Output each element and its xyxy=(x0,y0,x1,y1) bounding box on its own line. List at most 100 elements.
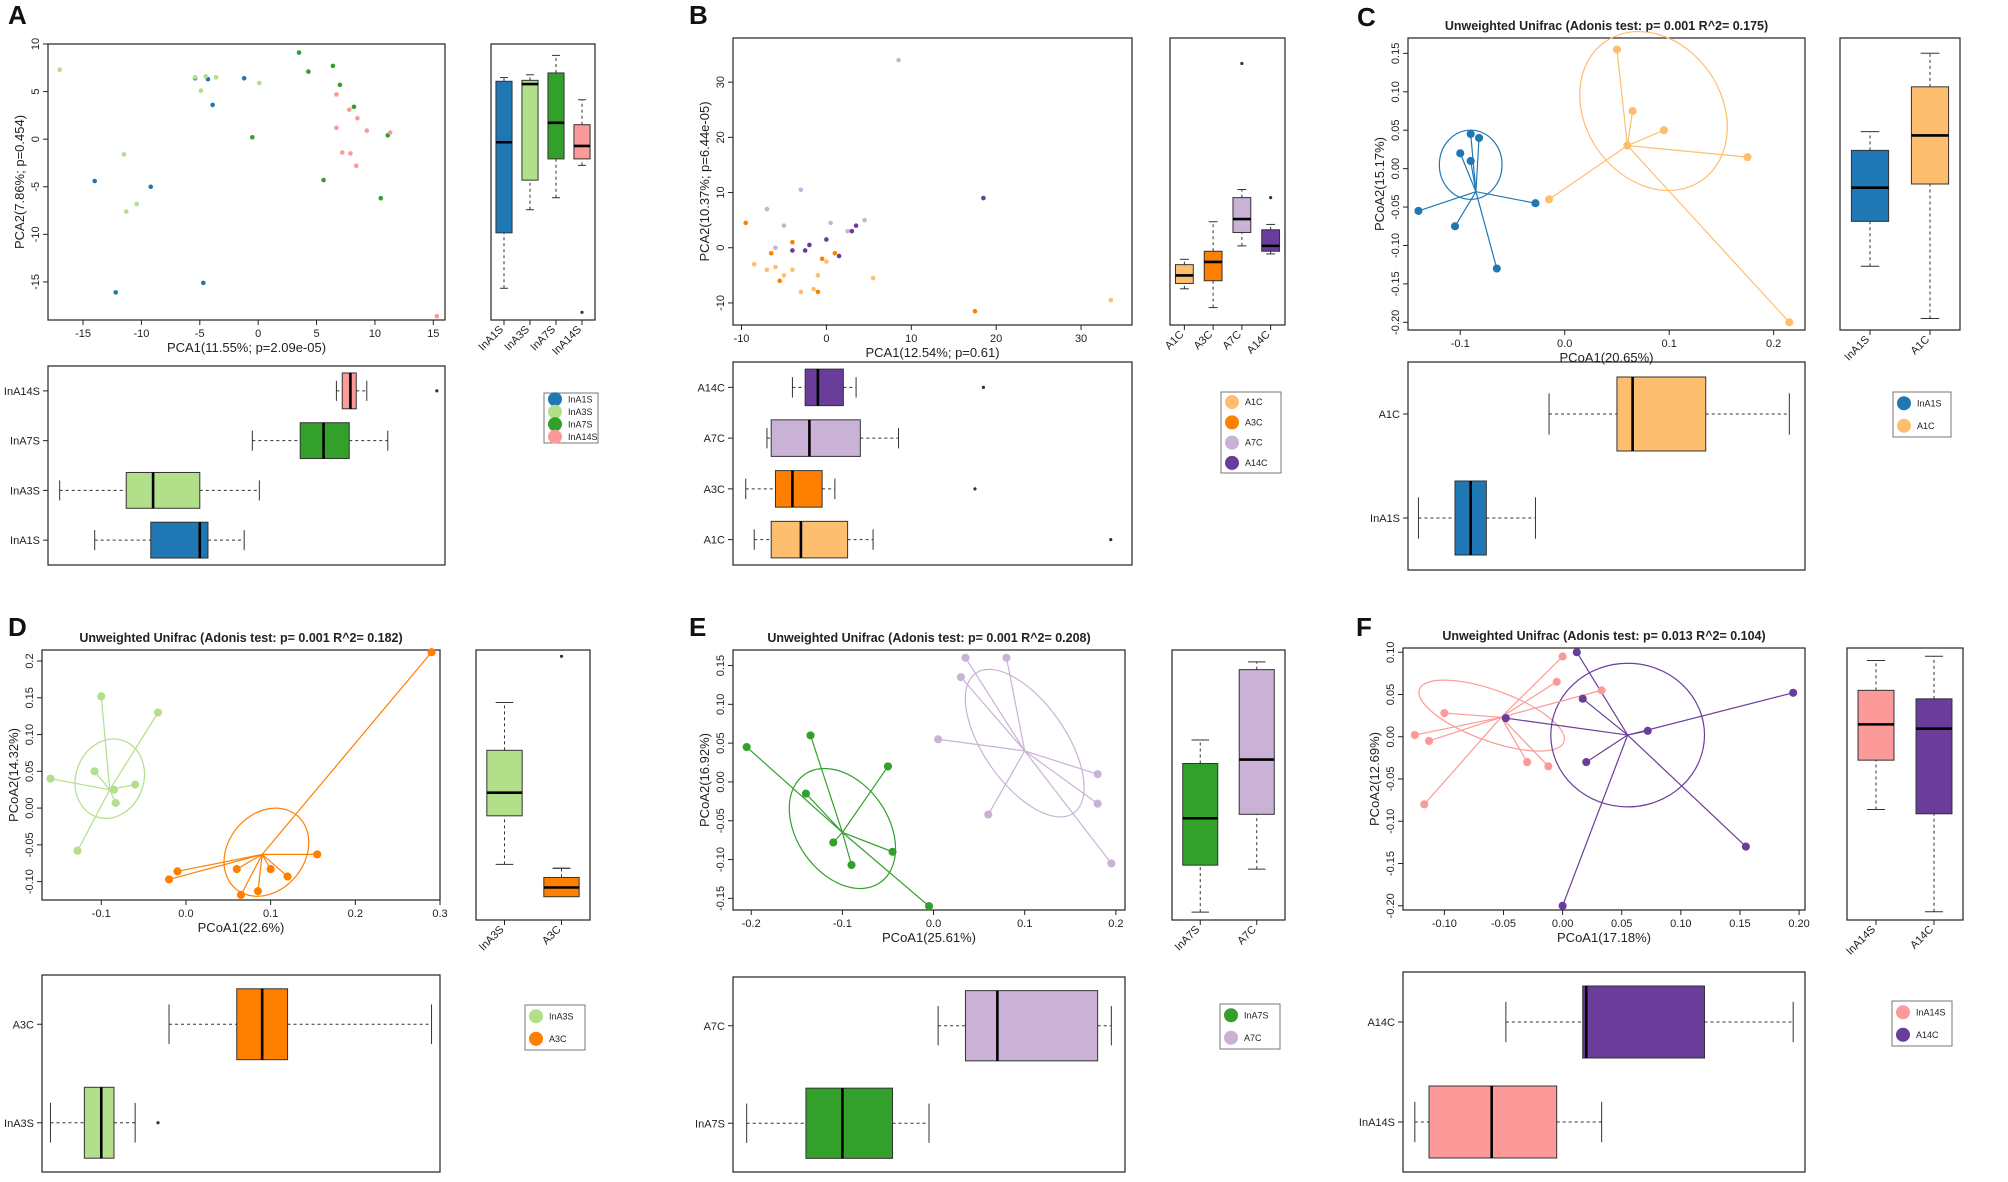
data-point xyxy=(870,275,876,281)
x-axis-label: PCA1(11.55%; p=2.09e-05) xyxy=(167,340,326,355)
x-tick-label: -0.1 xyxy=(833,918,852,930)
x-tick-label: 0 xyxy=(255,328,261,340)
data-point xyxy=(113,290,119,295)
spider-line xyxy=(1024,750,1098,775)
data-point xyxy=(1523,758,1532,767)
spider-line xyxy=(1582,698,1629,736)
boxplot-y: A1C A3C A7C A14C xyxy=(1163,37,1286,357)
data-point xyxy=(824,237,829,242)
y-tick-label: 5 xyxy=(30,89,42,95)
data-point xyxy=(232,865,241,874)
box-body xyxy=(1582,985,1706,1059)
data-point xyxy=(768,250,774,256)
data-point xyxy=(57,67,62,73)
y-tick-label: -0.15 xyxy=(1390,271,1402,296)
panel-c: C Unweighted Unifrac (Adonis test: p= 0.0… xyxy=(1357,2,1961,571)
data-point xyxy=(888,847,897,856)
x-tick-label: 5 xyxy=(313,328,319,340)
box-body xyxy=(805,1087,894,1159)
data-point xyxy=(832,250,838,256)
legend: InA7S A7C xyxy=(1219,1003,1281,1050)
legend: InA1S InA3S InA7S InA14S xyxy=(543,392,599,444)
y-tick-label: -0.05 xyxy=(1385,766,1397,791)
box-category-label: InA3S xyxy=(477,924,507,954)
data-point xyxy=(203,74,208,79)
panel-letter: D xyxy=(8,612,27,642)
spider-line xyxy=(1024,750,1099,805)
data-point xyxy=(801,789,810,798)
data-point xyxy=(434,313,440,319)
data-point xyxy=(1501,714,1510,723)
data-point xyxy=(1789,688,1798,697)
boxplot-frame xyxy=(475,649,591,921)
x-tick-label: -0.2 xyxy=(742,918,761,930)
data-point xyxy=(751,261,757,267)
data-point xyxy=(1578,694,1587,703)
data-point xyxy=(806,731,815,740)
data-point xyxy=(46,774,55,783)
data-point xyxy=(1456,149,1465,158)
confidence-ellipse xyxy=(74,738,146,820)
x-tick-label: 0.1 xyxy=(1017,918,1032,930)
spider-line xyxy=(1428,716,1502,742)
plot-frame xyxy=(732,649,1126,911)
data-point xyxy=(956,673,965,682)
scatter-plot: Unweighted Unifrac (Adonis test: p= 0.00… xyxy=(6,631,448,935)
box-body xyxy=(573,124,591,160)
y-tick-label: 10 xyxy=(30,38,42,50)
data-point xyxy=(213,75,219,80)
spider-line xyxy=(1500,689,1602,718)
spider-line xyxy=(987,750,1026,815)
legend-label: A7C xyxy=(1244,1033,1262,1043)
legend-label: A7C xyxy=(1245,438,1263,448)
x-tick-label: 0.0 xyxy=(1557,338,1572,350)
y-tick-label: -15 xyxy=(30,274,42,290)
legend-swatch xyxy=(1225,435,1239,450)
spider-line xyxy=(809,735,843,833)
data-point xyxy=(1785,318,1794,327)
data-point xyxy=(828,220,833,226)
box-category-label: A1C xyxy=(704,535,725,547)
x-tick-label: 0.1 xyxy=(263,908,278,920)
data-point xyxy=(1741,842,1750,851)
y-axis-label: PCA2(10.37%; p=6.44e-05) xyxy=(697,101,712,261)
x-tick-label: -0.1 xyxy=(92,908,111,920)
spider-line xyxy=(746,746,843,833)
data-point xyxy=(1558,901,1567,910)
data-point xyxy=(802,248,808,253)
scatter-plot: Unweighted Unifrac (Adonis test: p= 0.01… xyxy=(1367,629,1810,945)
x-tick-label: -10 xyxy=(133,328,149,340)
y-tick-label: 0.05 xyxy=(1385,684,1397,705)
plot-frame xyxy=(732,37,1133,326)
spider-line xyxy=(1005,657,1026,752)
x-tick-label: -0.05 xyxy=(1491,918,1516,930)
data-point xyxy=(353,163,359,169)
x-tick-label: 0.0 xyxy=(926,918,941,930)
data-point xyxy=(849,228,855,234)
box-category-label: InA14S xyxy=(4,386,40,398)
data-point xyxy=(845,228,850,234)
y-tick-label: 0.15 xyxy=(1390,43,1402,64)
panel-d: D Unweighted Unifrac (Adonis test: p= 0.0… xyxy=(4,612,591,1173)
x-tick-label: 10 xyxy=(369,328,381,340)
box-outlier xyxy=(156,1121,160,1125)
legend: InA1S A1C xyxy=(1892,391,1952,438)
x-axis-label: PCoA1(22.6%) xyxy=(198,920,285,935)
data-point xyxy=(164,875,174,884)
box-category-label: InA14S xyxy=(550,324,584,358)
legend-label: A14C xyxy=(1916,1030,1939,1040)
spider-line xyxy=(1627,144,1748,158)
boxplot-x: InA1S InA3S InA7S InA14S xyxy=(4,365,446,566)
data-point xyxy=(73,846,82,855)
legend-swatch xyxy=(1897,396,1911,411)
y-tick-label: 10 xyxy=(715,186,727,198)
x-tick-label: 0.1 xyxy=(1662,338,1677,350)
data-point xyxy=(984,810,993,819)
y-axis-label: PCoA2(14.32%) xyxy=(6,728,21,822)
y-tick-label: 0.05 xyxy=(1390,119,1402,140)
legend-swatch xyxy=(548,392,562,407)
y-tick-label: 0.10 xyxy=(24,724,36,745)
x-tick-label: -0.10 xyxy=(1432,918,1457,930)
box-body xyxy=(486,749,523,817)
